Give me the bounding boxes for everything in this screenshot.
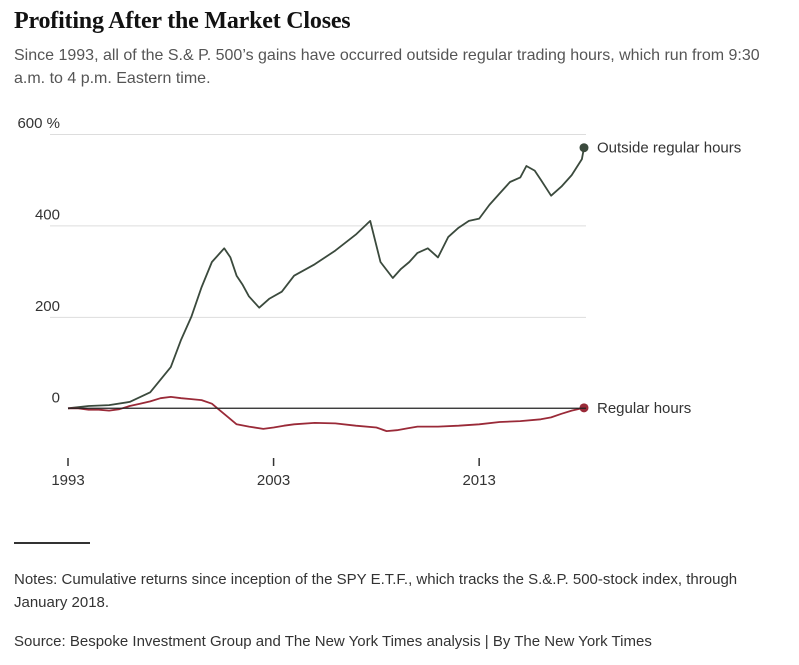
- regular-hours-line: [68, 395, 585, 433]
- gridlines: [50, 134, 586, 318]
- x-tick-label: 2003: [257, 472, 290, 489]
- line-chart: 600 % 400 200 0 1993 2003 2013 Outside regula…: [17, 115, 741, 489]
- x-tick-label: 2013: [462, 472, 495, 489]
- y-tick-label: 200: [35, 298, 60, 315]
- y-tick-label: 0: [52, 389, 60, 406]
- chart-notes: Notes: Cumulative returns since inceptio…: [14, 571, 738, 611]
- chart-subtitle: Since 1993, all of the S.& P. 500’s gain…: [14, 47, 760, 87]
- outside-hours-line: [67, 147, 585, 410]
- regular-hours-label: Regular hours: [597, 400, 691, 417]
- x-axis-ticks: 1993 2003 2013: [51, 458, 496, 489]
- y-tick-label: 600 %: [17, 115, 60, 132]
- outside-hours-endpoint: [579, 143, 589, 153]
- outside-hours-label: Outside regular hours: [597, 140, 741, 157]
- x-tick-label: 1993: [51, 472, 84, 489]
- chart-title: Profiting After the Market Closes: [14, 8, 351, 34]
- y-axis-ticks: 600 % 400 200 0: [17, 115, 60, 406]
- series-lines: Outside regular hours Regular hours: [67, 140, 741, 433]
- y-tick-label: 400: [35, 206, 60, 223]
- chart-source: Source: Bespoke Investment Group and The…: [14, 633, 652, 650]
- footer-divider: [14, 542, 90, 544]
